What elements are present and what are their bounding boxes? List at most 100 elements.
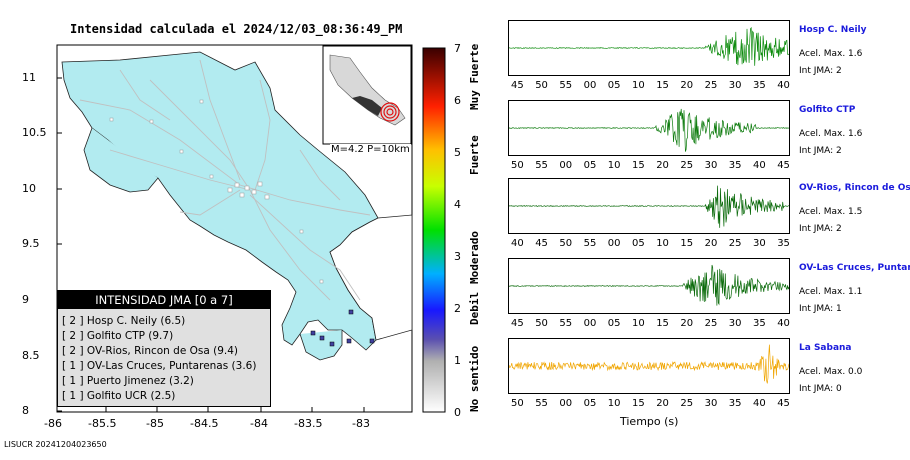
time-tick: 55 — [535, 398, 548, 409]
legend-item: [ 2 ] Golfito CTP (9.7) — [62, 330, 174, 342]
time-axis-label: Tiempo (s) — [620, 415, 679, 428]
colorbar-tick: 0 — [454, 406, 461, 419]
time-tick: 10 — [632, 318, 645, 329]
costa-rica-land — [61, 51, 379, 351]
time-tick: 40 — [511, 238, 524, 249]
time-tick: 00 — [559, 160, 573, 171]
time-tick: 40 — [753, 160, 766, 171]
time-tick: 40 — [777, 80, 790, 91]
time-tick: 10 — [607, 160, 621, 171]
station-jma-intensity: Int JMA: 0 — [799, 384, 842, 394]
time-tick: 00 — [583, 318, 597, 329]
legend-item: [ 1 ] Golfito UCR (2.5) — [62, 390, 176, 402]
time-tick: 15 — [656, 80, 669, 91]
legend-title: INTENSIDAD JMA [0 a 7] — [58, 291, 270, 309]
x-tick: -85 — [146, 417, 164, 430]
time-tick: 00 — [607, 238, 621, 249]
station-name: Golfito CTP — [799, 105, 856, 115]
time-tick: 10 — [632, 80, 645, 91]
time-tick: 05 — [583, 398, 597, 409]
station-jma-intensity: Int JMA: 1 — [799, 304, 842, 314]
waveform-trace — [508, 344, 790, 384]
inset-map — [322, 45, 412, 145]
time-tick: 25 — [680, 160, 694, 171]
time-tick: 15 — [680, 238, 694, 249]
x-tick: -84.5 — [190, 417, 219, 430]
x-tick: -83 — [352, 417, 370, 430]
time-tick: 35 — [753, 80, 766, 91]
colorbar-tick: 1 — [454, 354, 461, 367]
time-tick: 15 — [632, 160, 645, 171]
time-tick: 05 — [632, 238, 645, 249]
time-tick: 30 — [704, 160, 718, 171]
colorbar-tick: 6 — [454, 94, 461, 107]
time-tick: 55 — [583, 238, 597, 249]
time-tick: 00 — [559, 398, 573, 409]
legend-item: [ 2 ] Hosp C. Neily (6.5) — [62, 315, 186, 327]
time-tick: 00 — [583, 80, 597, 91]
time-tick: 20 — [656, 160, 669, 171]
y-tick: 11 — [22, 71, 36, 84]
time-tick: 05 — [607, 318, 621, 329]
waveform-panel — [508, 20, 790, 76]
station-name: OV-Rios, Rincon de Os — [799, 183, 910, 193]
station-max-accel: Acel. Max. 0.0 — [799, 367, 863, 377]
time-tick: 05 — [607, 80, 621, 91]
colorbar-label: Fuerte — [468, 135, 481, 175]
time-tick: 40 — [777, 318, 790, 329]
station-jma-intensity: Int JMA: 2 — [799, 224, 842, 234]
y-tick: 10.5 — [22, 126, 47, 139]
y-tick: 10 — [22, 182, 36, 195]
colorbar-label: Debil — [468, 291, 481, 325]
time-tick: 45 — [511, 80, 524, 91]
intensity-stations — [310, 309, 375, 347]
time-tick: 35 — [777, 238, 790, 249]
time-tick: 30 — [728, 80, 742, 91]
y-tick: 9 — [22, 293, 29, 306]
time-tick: 55 — [559, 318, 573, 329]
time-tick: 20 — [680, 318, 694, 329]
colorbar-label: Moderado — [468, 231, 481, 284]
station-max-accel: Acel. Max. 1.6 — [799, 129, 863, 139]
epicenter-marker — [380, 102, 400, 122]
time-tick: 35 — [728, 398, 742, 409]
time-tick: 25 — [704, 318, 718, 329]
time-tick: 55 — [559, 80, 573, 91]
time-tick: 50 — [535, 80, 548, 91]
time-tick: 55 — [535, 160, 548, 171]
colorbar-tick: 5 — [454, 146, 461, 159]
time-tick: 50 — [511, 398, 524, 409]
legend-item: [ 2 ] OV-Rios, Rincon de Osa (9.4) — [62, 345, 239, 357]
colorbar-label: No sentido — [468, 345, 481, 412]
time-tick: 50 — [511, 160, 524, 171]
legend-item: [ 1 ] OV-Las Cruces, Puntarenas (3.6) — [62, 360, 257, 372]
colorbar-tick: 2 — [454, 302, 461, 315]
colorbar-tick: 7 — [454, 42, 461, 55]
time-tick: 25 — [680, 398, 694, 409]
time-tick: 20 — [656, 398, 669, 409]
time-tick: 30 — [704, 398, 718, 409]
time-tick: 45 — [777, 160, 790, 171]
station-max-accel: Acel. Max. 1.5 — [799, 207, 863, 217]
time-tick: 10 — [656, 238, 669, 249]
colorbar-tick: 4 — [454, 198, 461, 211]
waveform-trace — [508, 108, 790, 152]
time-tick: 45 — [511, 318, 524, 329]
x-tick: -84 — [250, 417, 268, 430]
intensity-legend: INTENSIDAD JMA [0 a 7] [ 2 ] Hosp C. Nei… — [57, 290, 271, 407]
station-name: La Sabana — [799, 343, 852, 353]
waveform-panel — [508, 178, 790, 234]
time-tick: 45 — [777, 398, 790, 409]
colorbar-label: Muy Fuerte — [468, 43, 481, 110]
time-tick: 30 — [728, 318, 742, 329]
time-tick: 10 — [607, 398, 621, 409]
time-tick: 25 — [704, 80, 718, 91]
colorbar — [422, 47, 446, 413]
road-network — [79, 59, 371, 301]
waveform-panel — [508, 100, 790, 156]
time-tick: 05 — [583, 160, 597, 171]
time-tick: 50 — [535, 318, 548, 329]
y-tick: 9.5 — [22, 237, 40, 250]
station-name: Hosp C. Neily — [799, 25, 867, 35]
footer-id: LISUCR 20241204023650 — [4, 440, 107, 449]
